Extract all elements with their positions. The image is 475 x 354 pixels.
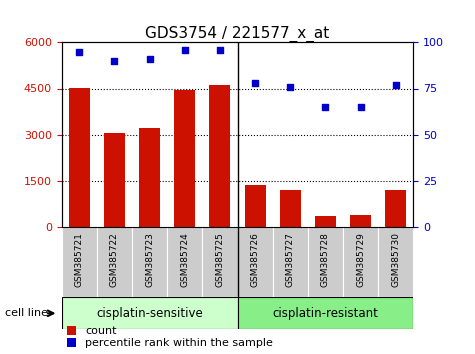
Text: cisplatin-resistant: cisplatin-resistant (273, 307, 378, 320)
Bar (343, 227, 378, 297)
Bar (209, 85, 230, 227)
Text: cell line: cell line (5, 308, 48, 318)
Bar (202, 227, 238, 297)
Bar (69, 88, 90, 227)
Bar (350, 215, 371, 227)
Bar (273, 227, 308, 297)
Point (392, 82, 399, 88)
Bar (308, 227, 343, 297)
Bar (238, 227, 273, 297)
Bar (104, 133, 125, 227)
Bar (62, 297, 238, 329)
Legend: count, percentile rank within the sample: count, percentile rank within the sample (67, 326, 273, 348)
Text: GSM385723: GSM385723 (145, 232, 154, 287)
Bar (62, 227, 97, 297)
Point (357, 104, 364, 110)
Text: GSM385726: GSM385726 (251, 232, 259, 287)
Bar (315, 216, 336, 227)
Bar (385, 190, 406, 227)
Point (146, 56, 153, 62)
Bar (167, 227, 202, 297)
Bar (245, 185, 266, 227)
Text: GSM385725: GSM385725 (216, 232, 224, 287)
Text: GSM385721: GSM385721 (75, 232, 84, 287)
Bar (280, 190, 301, 227)
Text: cisplatin-sensitive: cisplatin-sensitive (96, 307, 203, 320)
Point (322, 104, 329, 110)
Text: GSM385730: GSM385730 (391, 232, 400, 287)
Point (111, 58, 118, 64)
Point (216, 47, 224, 53)
Bar (174, 90, 195, 227)
Title: GDS3754 / 221577_x_at: GDS3754 / 221577_x_at (145, 26, 330, 42)
Point (181, 47, 189, 53)
Point (251, 80, 259, 86)
Bar (378, 227, 413, 297)
Text: GSM385729: GSM385729 (356, 232, 365, 287)
Text: GSM385722: GSM385722 (110, 232, 119, 287)
Bar (238, 297, 413, 329)
Point (286, 84, 294, 90)
Bar (132, 227, 167, 297)
Text: GSM385728: GSM385728 (321, 232, 330, 287)
Text: GSM385727: GSM385727 (286, 232, 294, 287)
Bar (97, 227, 132, 297)
Text: GSM385724: GSM385724 (180, 232, 189, 287)
Point (76, 49, 83, 55)
Bar (139, 128, 160, 227)
